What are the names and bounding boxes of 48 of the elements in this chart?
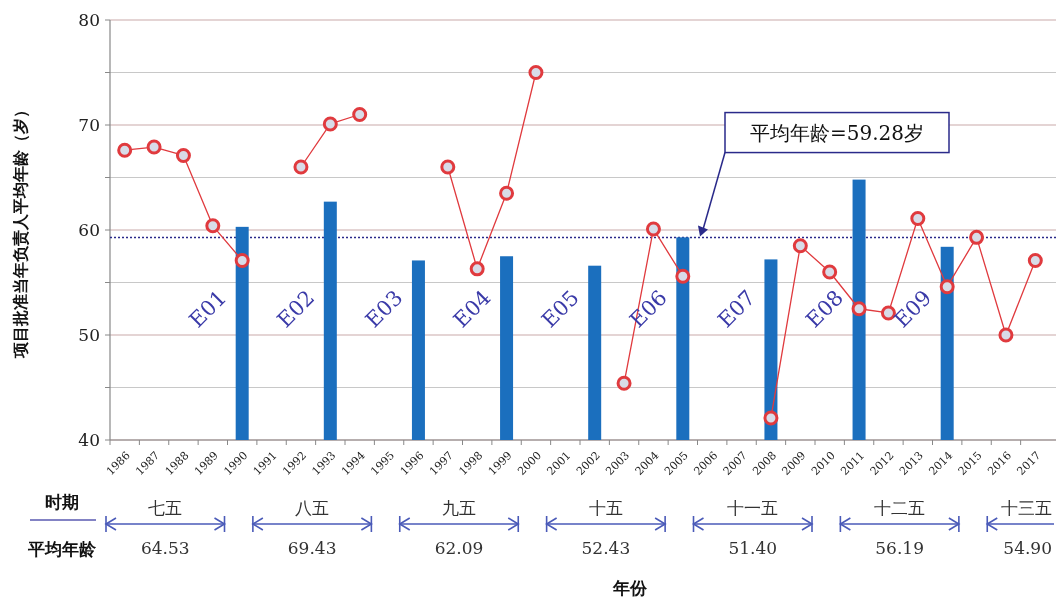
point bbox=[440, 159, 456, 175]
point bbox=[322, 116, 338, 132]
point bbox=[146, 139, 162, 155]
point bbox=[675, 268, 691, 284]
text: 九五 bbox=[442, 498, 476, 518]
y-tick-label: 50 bbox=[78, 325, 100, 345]
point bbox=[645, 221, 661, 237]
annotation: 平均年龄=59.28岁 bbox=[749, 120, 925, 145]
y-axis-title: 项目批准当年负责人平均年龄（岁） bbox=[11, 102, 30, 359]
text: 八五 bbox=[295, 498, 330, 518]
point bbox=[998, 327, 1014, 343]
point bbox=[469, 261, 485, 277]
point bbox=[792, 238, 808, 254]
text: 十五 bbox=[588, 498, 623, 518]
point bbox=[969, 229, 985, 245]
text: 69.43 bbox=[287, 538, 337, 558]
y-tick-label: 60 bbox=[78, 220, 100, 240]
point bbox=[293, 159, 309, 175]
text: 52.43 bbox=[581, 538, 631, 558]
text: 十三五 bbox=[1001, 498, 1052, 518]
point bbox=[616, 375, 632, 391]
point bbox=[352, 107, 368, 122]
point bbox=[763, 410, 779, 426]
point bbox=[822, 264, 838, 280]
point bbox=[528, 65, 544, 80]
point bbox=[234, 252, 250, 268]
point bbox=[205, 218, 221, 234]
text: 十二五 bbox=[874, 498, 926, 518]
y-tick-label: 70 bbox=[78, 115, 100, 135]
point bbox=[910, 210, 926, 226]
y-tick-label: 40 bbox=[78, 430, 100, 450]
text: 平均年龄 bbox=[27, 539, 97, 559]
point bbox=[117, 142, 133, 158]
point bbox=[1027, 252, 1043, 268]
point bbox=[175, 147, 191, 163]
text: 54.90 bbox=[1003, 538, 1052, 558]
text: 51.40 bbox=[728, 538, 778, 558]
point bbox=[499, 185, 515, 201]
text: 56.19 bbox=[875, 538, 924, 558]
text: 62.09 bbox=[434, 538, 484, 558]
y-tick-label: 80 bbox=[78, 10, 100, 30]
text: 七五 bbox=[148, 498, 183, 518]
point bbox=[851, 301, 867, 317]
text: 年份 bbox=[612, 578, 648, 598]
text: 十一五 bbox=[727, 498, 779, 518]
text: 时期 bbox=[45, 492, 79, 512]
point bbox=[939, 279, 955, 295]
text: 64.53 bbox=[140, 538, 190, 558]
